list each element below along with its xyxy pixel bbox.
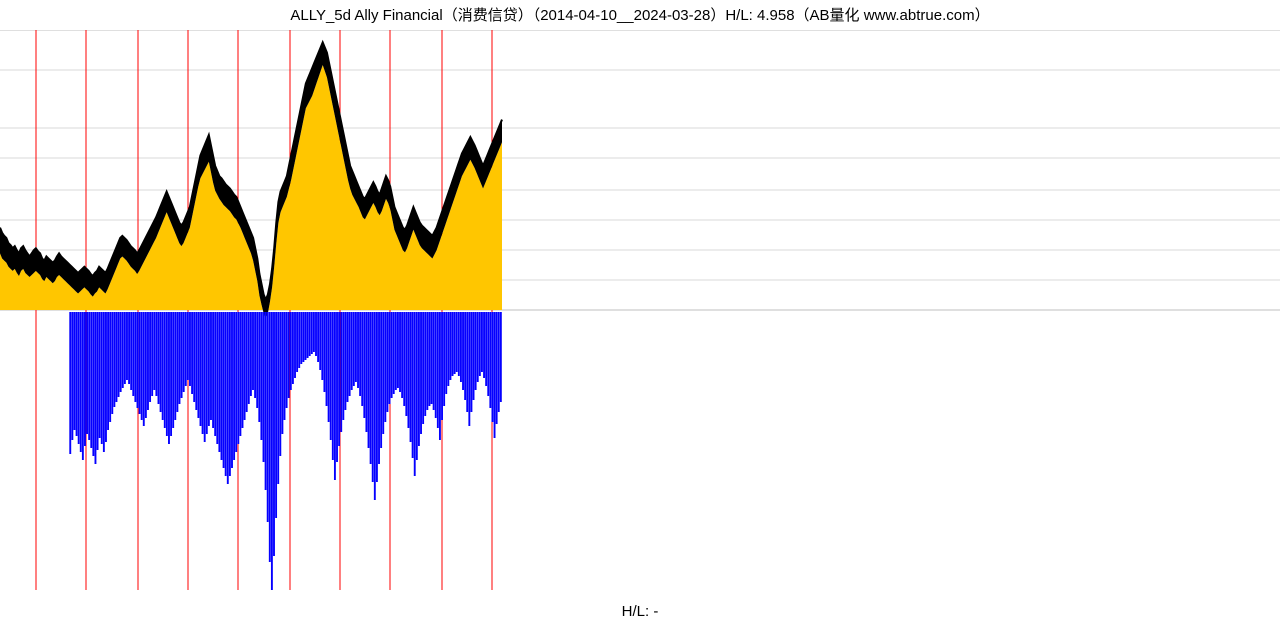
chart-svg (0, 30, 1280, 590)
chart-footer: H/L: - (0, 603, 1280, 620)
chart-title: ALLY_5d Ally Financial（消费信贷）（2014-04-10_… (0, 4, 1280, 25)
chart-area (0, 30, 1280, 590)
